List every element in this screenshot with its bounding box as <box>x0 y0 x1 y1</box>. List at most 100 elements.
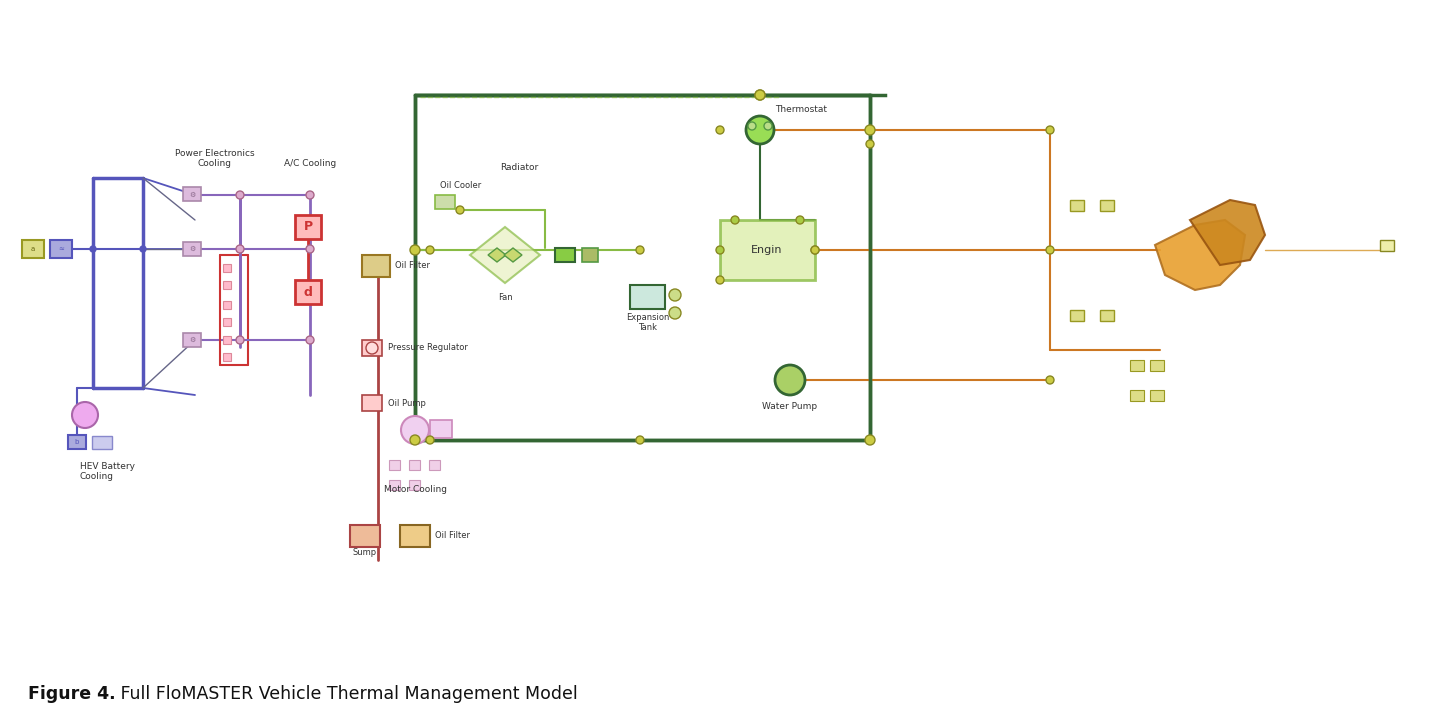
Circle shape <box>755 90 765 100</box>
Text: ≈: ≈ <box>58 246 63 252</box>
Bar <box>631 285 665 309</box>
Circle shape <box>636 246 644 254</box>
Circle shape <box>89 246 96 252</box>
Bar <box>295 215 321 239</box>
Text: d: d <box>304 286 312 299</box>
Circle shape <box>670 289 681 301</box>
Bar <box>1130 390 1143 401</box>
Circle shape <box>305 336 314 344</box>
Circle shape <box>865 435 876 445</box>
Bar <box>389 460 400 470</box>
Bar <box>400 525 431 547</box>
Bar <box>1151 360 1164 371</box>
Bar <box>223 353 230 361</box>
Circle shape <box>796 216 804 224</box>
Text: HEV Battery
Cooling: HEV Battery Cooling <box>81 462 135 481</box>
Circle shape <box>140 246 145 252</box>
Bar <box>1100 310 1115 321</box>
Bar <box>361 255 390 277</box>
Circle shape <box>811 246 819 254</box>
Bar <box>1151 390 1164 401</box>
Text: A/C Cooling: A/C Cooling <box>284 159 336 168</box>
Bar <box>415 95 870 440</box>
Bar <box>92 436 112 449</box>
Circle shape <box>775 365 805 395</box>
Bar <box>554 248 575 262</box>
Text: a: a <box>30 246 35 252</box>
Bar <box>409 480 420 490</box>
Circle shape <box>236 336 243 344</box>
Circle shape <box>236 191 243 199</box>
Bar <box>1130 360 1143 371</box>
Bar <box>68 435 86 449</box>
Bar <box>223 301 230 309</box>
Text: Full FloMASTER Vehicle Thermal Management Model: Full FloMASTER Vehicle Thermal Managemen… <box>115 685 577 703</box>
Text: Sump: Sump <box>353 548 377 557</box>
Bar <box>183 242 202 256</box>
Text: Oil Pump: Oil Pump <box>387 398 426 408</box>
Circle shape <box>732 216 739 224</box>
Bar <box>295 280 321 304</box>
Circle shape <box>236 245 243 253</box>
Circle shape <box>755 90 765 100</box>
Circle shape <box>426 436 433 444</box>
Text: ⚙: ⚙ <box>189 192 196 198</box>
Text: Fan: Fan <box>498 292 513 302</box>
Circle shape <box>747 122 756 130</box>
Circle shape <box>426 246 433 254</box>
Text: Thermostat: Thermostat <box>775 105 827 114</box>
Circle shape <box>305 191 314 199</box>
Text: Engin: Engin <box>752 245 783 255</box>
Text: ⚙: ⚙ <box>189 337 196 343</box>
Bar <box>1070 310 1084 321</box>
Text: P: P <box>304 220 312 233</box>
Text: Radiator: Radiator <box>500 164 539 172</box>
Circle shape <box>636 436 644 444</box>
Circle shape <box>410 245 420 255</box>
Circle shape <box>305 245 314 253</box>
Text: Power Electronics
Cooling: Power Electronics Cooling <box>176 148 255 168</box>
Bar <box>361 340 382 356</box>
Text: b: b <box>75 439 79 445</box>
Polygon shape <box>469 227 540 283</box>
Text: Oil Filter: Oil Filter <box>395 260 431 270</box>
Circle shape <box>716 246 724 254</box>
Circle shape <box>366 342 377 354</box>
Circle shape <box>1045 376 1054 384</box>
Polygon shape <box>504 248 521 262</box>
Circle shape <box>746 116 775 144</box>
Bar <box>223 281 230 289</box>
Bar <box>50 240 72 258</box>
Bar <box>431 420 452 438</box>
Text: Figure 4.: Figure 4. <box>27 685 115 703</box>
Bar <box>350 525 380 547</box>
Bar <box>361 395 382 411</box>
Text: Oil Filter: Oil Filter <box>435 531 469 540</box>
Circle shape <box>1045 246 1054 254</box>
Bar <box>389 480 400 490</box>
Bar <box>1380 240 1394 251</box>
Text: Pressure Regulator: Pressure Regulator <box>387 343 468 353</box>
Circle shape <box>72 402 98 428</box>
Circle shape <box>865 125 876 135</box>
Bar <box>720 220 815 280</box>
Text: Expansion
Tank: Expansion Tank <box>626 313 670 332</box>
Circle shape <box>811 246 819 254</box>
Bar <box>223 264 230 272</box>
Bar <box>582 248 598 262</box>
Circle shape <box>716 126 724 134</box>
Bar <box>22 240 45 258</box>
Bar <box>1070 200 1084 211</box>
Bar <box>409 460 420 470</box>
Text: Water Pump: Water Pump <box>762 402 818 411</box>
Bar <box>435 195 455 209</box>
Polygon shape <box>1155 220 1246 290</box>
Text: Oil Cooler: Oil Cooler <box>441 180 481 190</box>
Circle shape <box>1045 126 1054 134</box>
Circle shape <box>670 307 681 319</box>
Circle shape <box>865 140 874 148</box>
Bar <box>223 336 230 344</box>
Circle shape <box>410 435 420 445</box>
Polygon shape <box>488 248 505 262</box>
Circle shape <box>456 206 464 214</box>
